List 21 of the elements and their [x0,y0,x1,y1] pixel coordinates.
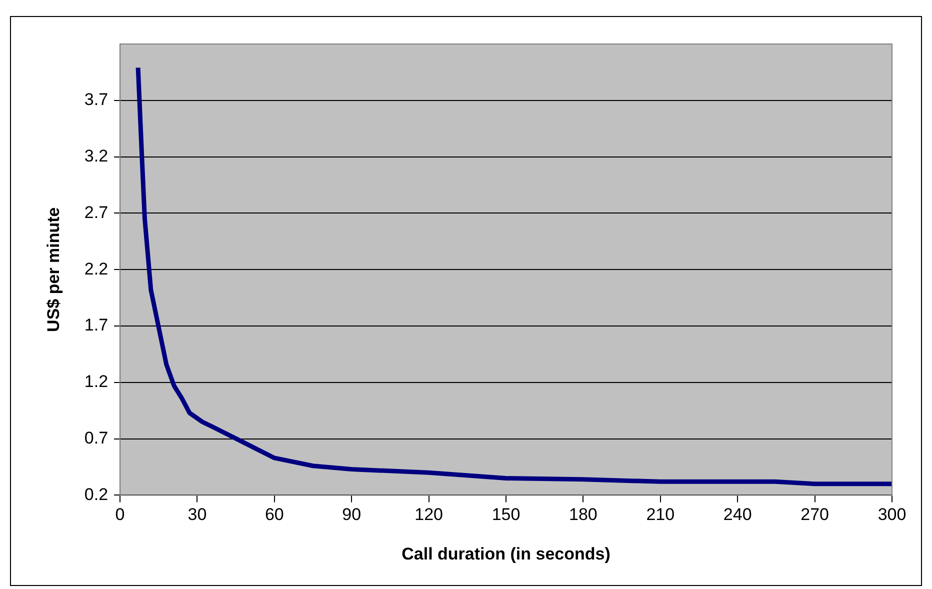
y-tick-label: 1.7 [84,316,108,335]
y-tick-label: 3.2 [84,146,108,166]
x-tick-label: 210 [646,505,675,524]
x-tick-label: 0 [115,505,125,524]
x-tick-label: 240 [723,505,752,524]
y-tick-label: 2.7 [84,202,108,222]
x-axis-title: Call duration (in seconds) [402,544,610,564]
y-tick-label: 3.7 [84,90,108,110]
y-tick-label: 1.2 [84,372,108,392]
y-tick-label: 2.2 [84,259,108,278]
x-tick-label: 120 [414,505,444,524]
y-tick-label: 0.7 [84,428,108,448]
x-tick-label: 90 [342,505,362,524]
x-tick-label: 60 [264,505,284,524]
x-tick-label: 270 [800,505,829,524]
x-tick-label: 300 [878,505,906,524]
y-tick-label: 0.2 [84,484,108,504]
y-axis-title: US$ per minute [44,207,63,332]
x-tick-label: 150 [492,505,520,524]
x-tick-label: 30 [188,505,207,524]
x-tick-label: 180 [569,505,598,524]
